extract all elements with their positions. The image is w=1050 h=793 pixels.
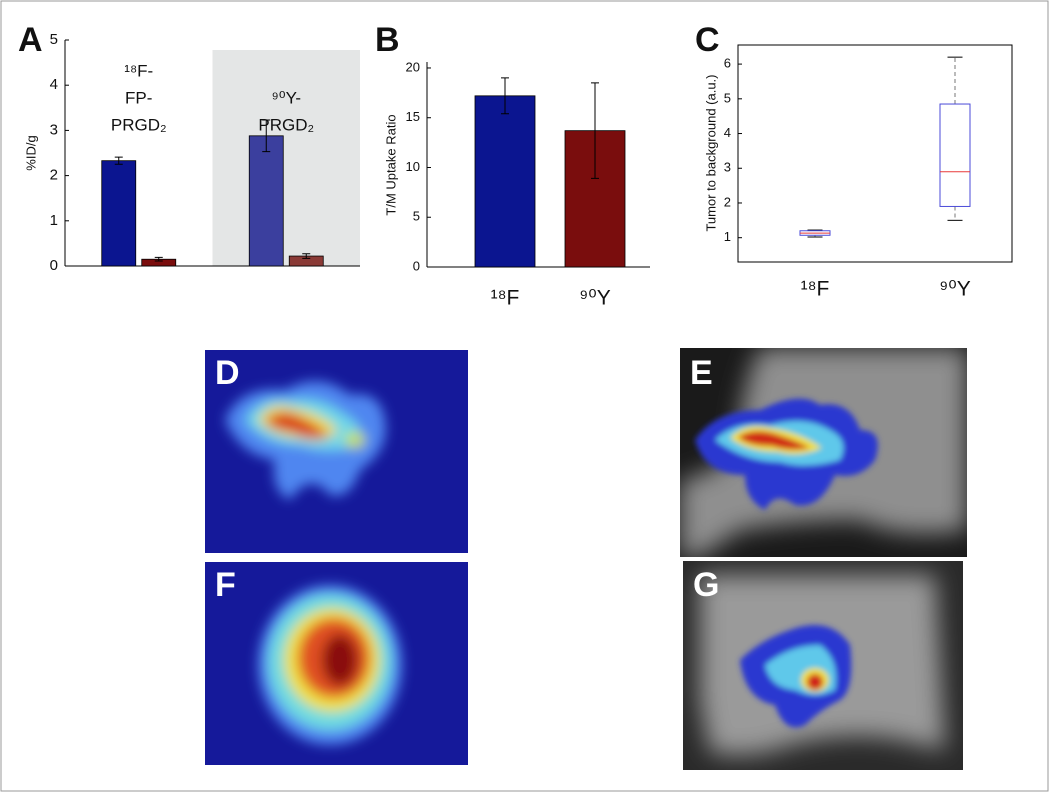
- box: [939, 103, 971, 207]
- y-axis-title: %ID/g: [23, 135, 38, 170]
- panel-letter: B: [375, 21, 400, 59]
- x-tick-label: ¹⁸F: [801, 278, 830, 301]
- category-label: ⁹⁰Y-: [271, 88, 301, 107]
- y-tick-label: 10: [406, 159, 420, 174]
- category-label: PRGD₂: [111, 115, 167, 134]
- x-tick-label: ⁹⁰Y: [939, 278, 970, 301]
- x-tick-label: ¹⁸F: [491, 287, 520, 310]
- shaded-region: [212, 50, 360, 266]
- category-label: FP-: [125, 88, 152, 107]
- y-tick-label: 0: [413, 258, 420, 273]
- panel-letter: E: [690, 354, 713, 392]
- error-bar: [501, 77, 509, 115]
- panel-letter: G: [693, 566, 719, 604]
- y-tick-label: 5: [724, 90, 731, 105]
- bar: [474, 95, 536, 268]
- y-tick-label: 0: [50, 257, 58, 274]
- y-tick-label: 3: [50, 121, 58, 138]
- panel-letter: F: [215, 566, 236, 604]
- y-tick-label: 15: [406, 109, 420, 124]
- error-bar: [154, 256, 163, 262]
- error-bar: [591, 82, 599, 179]
- category-label: ¹⁸F-: [124, 61, 153, 80]
- image-f: [205, 562, 468, 765]
- y-tick-label: 5: [50, 31, 58, 48]
- image-e: [680, 348, 967, 557]
- y-tick-label: 2: [50, 167, 58, 184]
- y-tick-label: 1: [724, 229, 731, 244]
- panel-letter: D: [215, 354, 240, 392]
- x-tick-label: ⁹⁰Y: [579, 287, 610, 310]
- image-g: [683, 561, 963, 770]
- axes-frame: [737, 44, 1013, 263]
- panel-letter: C: [695, 21, 720, 59]
- y-tick-label: 5: [413, 209, 420, 224]
- y-tick-label: 1: [50, 212, 58, 229]
- bar: [101, 160, 137, 267]
- panel-letter: A: [18, 21, 43, 59]
- bar: [248, 135, 284, 267]
- y-tick-label: 20: [406, 59, 420, 74]
- error-bar: [302, 253, 311, 259]
- category-label: PRGD₂: [258, 115, 314, 134]
- y-tick-label: 2: [724, 194, 731, 209]
- error-bar: [262, 119, 271, 153]
- y-axis-title: Tumor to background (a.u.): [703, 74, 718, 231]
- image-d: [205, 350, 468, 553]
- y-tick-label: 4: [724, 125, 731, 140]
- y-tick-label: 6: [724, 56, 731, 71]
- y-tick-label: 3: [724, 160, 731, 175]
- error-bar: [114, 156, 123, 165]
- y-tick-label: 4: [50, 76, 58, 93]
- y-axis-title: T/M Uptake Ratio: [383, 114, 398, 215]
